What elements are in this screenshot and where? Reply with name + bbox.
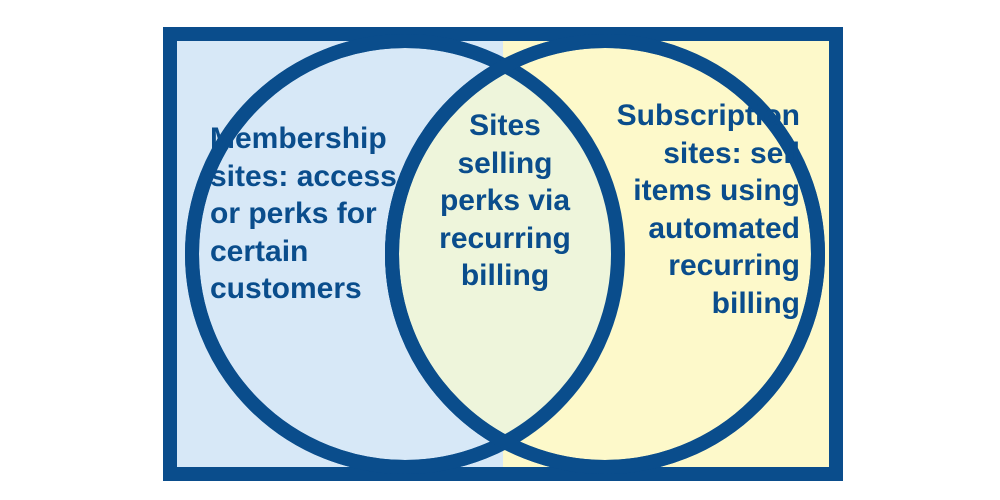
left-label: Membership sites: access or perks for ce… bbox=[210, 120, 430, 308]
venn-diagram: Membership sites: access or perks for ce… bbox=[0, 0, 1000, 500]
center-label: Sites selling perks via recurring billin… bbox=[438, 107, 572, 295]
right-label: Subscription sites: sell items using aut… bbox=[580, 97, 800, 322]
